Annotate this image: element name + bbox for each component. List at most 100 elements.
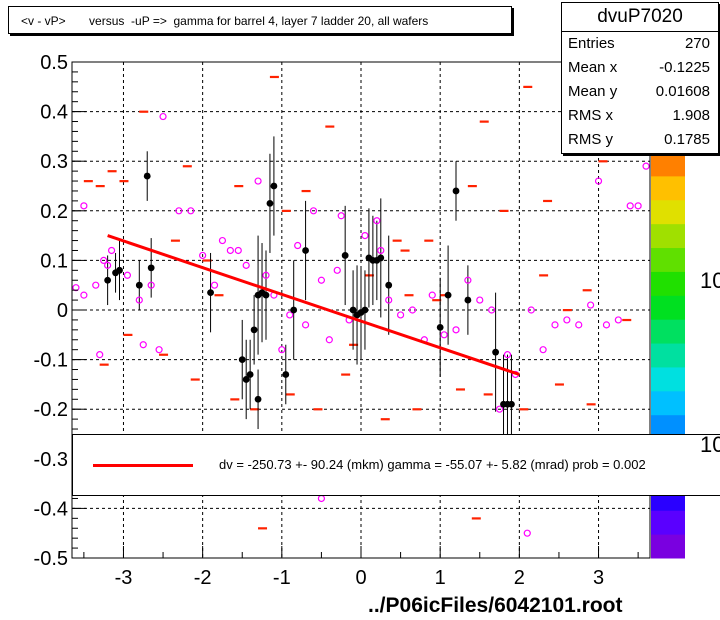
profile-point — [508, 400, 515, 408]
x-tick-label: 0 — [355, 567, 366, 589]
z-palette-cell — [651, 390, 685, 416]
open-marker — [155, 346, 163, 354]
hist-mark — [424, 239, 434, 242]
x-axis: -3 -2 -1 0 1 2 3 — [83, 546, 639, 589]
profile-point — [436, 323, 444, 331]
open-marker — [187, 207, 195, 215]
legend-line-swatch — [93, 464, 193, 467]
hist-mark — [313, 408, 323, 411]
profile-point — [250, 326, 258, 334]
open-marker — [278, 346, 286, 354]
hist-mark — [95, 185, 105, 188]
open-marker — [464, 276, 472, 284]
open-marker — [226, 246, 234, 255]
y-tick-label: -0.3 — [34, 449, 68, 471]
open-marker — [262, 271, 270, 279]
open-marker — [135, 296, 143, 304]
open-marker — [218, 236, 227, 245]
open-marker — [234, 246, 242, 255]
y-tick-label: -0.4 — [34, 498, 68, 520]
open-marker — [488, 306, 496, 314]
hist-mark — [586, 403, 596, 406]
open-marker — [147, 281, 155, 289]
open-marker — [159, 112, 167, 121]
open-marker — [385, 296, 393, 304]
open-marker — [634, 202, 642, 210]
profile-point — [302, 247, 309, 254]
open-marker — [539, 346, 547, 354]
z-palette-cell — [651, 343, 685, 368]
z-palette-cell — [651, 223, 685, 249]
hist-mark — [400, 249, 410, 252]
open-marker — [72, 284, 80, 292]
open-marker — [527, 306, 535, 314]
stats-row: Mean y 0.01608 — [562, 80, 718, 104]
fit-line — [107, 234, 520, 376]
open-marker — [325, 336, 333, 344]
open-marker — [123, 271, 132, 279]
hist-mark — [83, 180, 93, 183]
open-marker — [495, 405, 504, 413]
profile-point — [290, 306, 298, 314]
z-palette-cell — [651, 319, 685, 344]
hist-mark — [499, 209, 509, 212]
open-marker — [317, 494, 326, 503]
open-marker — [523, 529, 531, 537]
profile-point — [385, 281, 393, 289]
stats-label: RMS y — [568, 131, 613, 148]
open-marker — [626, 202, 634, 210]
profile-point — [266, 199, 274, 207]
y-tick-label: 0.4 — [40, 102, 68, 124]
open-markers — [72, 112, 650, 537]
hist-mark — [285, 393, 295, 396]
open-marker — [337, 212, 345, 220]
hist-mark — [325, 125, 335, 128]
y-tick-label: 0.5 — [40, 52, 68, 74]
profile-point — [147, 264, 155, 272]
profile-point — [349, 306, 357, 314]
hist-mark — [539, 274, 549, 277]
hist-mark — [250, 408, 260, 411]
hist-mark — [341, 373, 351, 376]
profile-point — [143, 172, 151, 180]
open-marker — [642, 162, 650, 170]
hist-mark — [214, 294, 224, 297]
hist-mark — [202, 259, 212, 262]
hist-mark — [123, 333, 133, 336]
open-marker — [452, 326, 460, 334]
hist-mark — [523, 85, 533, 88]
hist-mark — [301, 189, 311, 193]
open-marker — [96, 351, 104, 359]
stats-value: 270 — [684, 35, 710, 52]
hist-mark — [119, 180, 129, 183]
stats-label: Mean x — [568, 59, 618, 76]
open-marker — [602, 321, 611, 329]
stats-row: Entries 270 — [562, 32, 718, 56]
profile-point — [246, 371, 254, 378]
stats-value: 1.908 — [672, 107, 710, 124]
open-marker — [301, 321, 310, 329]
x-tick-label: -3 — [115, 567, 133, 589]
x-tick-label: 1 — [435, 567, 446, 589]
hist-mark — [234, 185, 244, 188]
stats-row: RMS y 0.1785 — [562, 128, 718, 152]
open-marker — [175, 207, 183, 215]
hist-mark — [258, 527, 268, 530]
hist-mark — [467, 185, 477, 188]
z-palette-cell — [651, 152, 685, 177]
y-tick-label: 0.3 — [40, 151, 68, 173]
hist-mark — [432, 299, 442, 302]
stats-label: RMS x — [568, 107, 613, 124]
y-tick-label: 0.1 — [40, 250, 68, 272]
hist-mark — [440, 294, 450, 297]
open-marker — [440, 331, 448, 339]
profile-point — [116, 266, 123, 274]
open-marker — [286, 311, 294, 319]
open-marker — [373, 217, 381, 225]
profile-point — [282, 371, 290, 378]
profile-point — [262, 291, 270, 299]
z-palette-cell — [651, 534, 685, 559]
x-tick-label: -2 — [194, 567, 212, 589]
stats-value: 0.01608 — [655, 83, 710, 100]
profile-point — [444, 291, 452, 299]
